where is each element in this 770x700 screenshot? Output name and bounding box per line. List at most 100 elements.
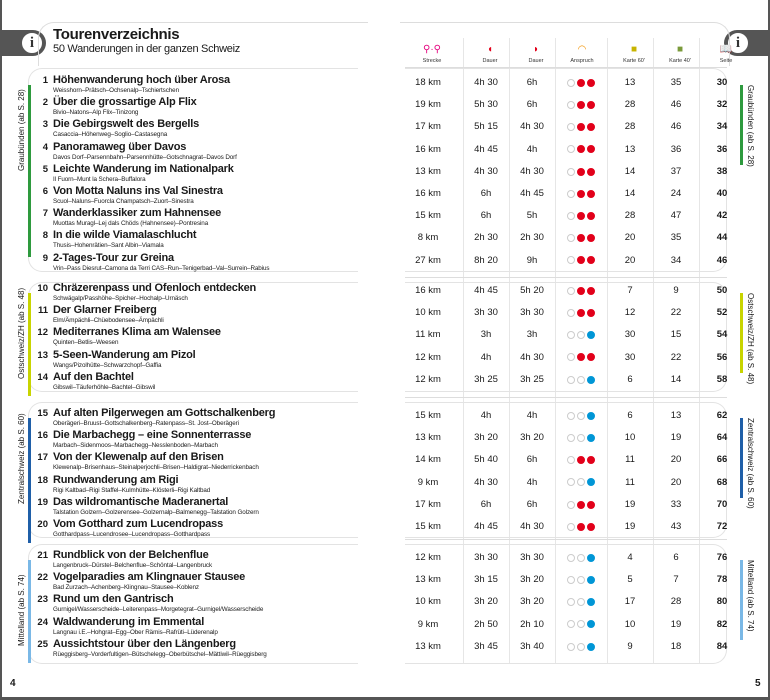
- cell-duration-backward: 3h: [526, 329, 538, 341]
- cell-duration-backward: 5h 20: [520, 285, 544, 296]
- tour-number: 15: [37, 408, 48, 419]
- difficulty-dot-filled: [587, 456, 595, 465]
- cell-map-40: 20: [670, 454, 682, 466]
- cell-map-60: 20: [624, 232, 636, 244]
- cell-map-60: 10: [624, 432, 636, 444]
- cell-page: 42: [716, 210, 728, 222]
- difficulty-dot-empty: [567, 433, 575, 442]
- tour-row[interactable]: 7 Wanderklassiker zum Hahnensee Muottas Mu…: [0, 207, 330, 230]
- column-header-1: ◖ Dauer: [467, 44, 513, 64]
- tour-row[interactable]: 17 Von der Klewenalp auf den Brisen Klewen…: [0, 451, 330, 474]
- tour-title: Vom Gotthard zum Lucendropass: [53, 518, 224, 530]
- difficulty-dot-empty: [567, 500, 575, 509]
- tour-row[interactable]: 4 Panoramaweg über Davos Davos Dorf–Parsen…: [0, 141, 330, 164]
- tour-row[interactable]: 14 Auf den Bachtel Gibswil–Täuferhöhle–Bac…: [0, 371, 330, 394]
- difficulty-dot-empty: [567, 211, 575, 220]
- cell-distance: 27 km: [415, 254, 441, 266]
- tour-row[interactable]: 18 Rundwanderung am Rigi Rigi Kaltbad–Rigi…: [0, 474, 330, 497]
- cell-map-60: 6: [627, 410, 633, 421]
- tour-row[interactable]: 16 Die Marbachegg – eine Sonnenterrasse Ma…: [0, 429, 330, 452]
- column-header-label: Strecke: [422, 58, 442, 64]
- cell-page: 44: [716, 232, 728, 244]
- tour-row[interactable]: 19 Das wildromantische Maderanertal Talsta…: [0, 496, 330, 519]
- tour-number: 20: [37, 519, 48, 530]
- tour-route: Casaccia–Höhenweg–Soglio–Castasegna: [53, 131, 168, 139]
- tour-row[interactable]: 12 Mediterranes Klima am Walensee Quinten–…: [0, 326, 330, 349]
- cell-distance: 17 km: [415, 121, 441, 133]
- tour-number: 6: [42, 186, 48, 197]
- cell-map-60: 6: [627, 373, 633, 385]
- section-box-right: [405, 402, 727, 538]
- difficulty-dot-empty: [567, 286, 575, 295]
- cell-distance: 16 km: [415, 285, 441, 296]
- tour-row[interactable]: 8 In die wilde Viamalaschlucht Thusis–Hohe…: [0, 229, 330, 252]
- tour-title: Auf alten Pilgerwegen am Gottschalkenber…: [53, 407, 276, 419]
- difficulty-dot-filled: [577, 308, 585, 317]
- tour-route: Schwägalp/Passhöhe–Spicher–Hochalp–Urnäs…: [53, 295, 188, 302]
- difficulty-rating: [558, 285, 604, 297]
- difficulty-dot-empty: [567, 411, 575, 420]
- cell-map-60: 13: [624, 143, 636, 155]
- difficulty-dot-filled: [577, 145, 585, 154]
- tour-row[interactable]: 22 Vogelparadies am Klingnauer Stausee Bad…: [0, 571, 330, 594]
- cell-duration-forward: 6h: [480, 188, 492, 199]
- cell-page: 70: [716, 498, 728, 510]
- cell-duration-backward: 5h: [526, 210, 538, 222]
- cell-duration-backward: 2h 30: [520, 232, 544, 244]
- tour-number: 10: [37, 283, 48, 294]
- difficulty-rating: [558, 99, 604, 111]
- difficulty-dot-filled: [587, 100, 595, 109]
- cell-page: 46: [716, 254, 728, 266]
- tour-row[interactable]: 13 5-Seen-Wanderung am Pizol Wangs/Pizolhü…: [0, 349, 330, 372]
- tour-row[interactable]: 2 Über die grossartige Alp Flix Bivio–Nato…: [0, 96, 330, 119]
- cell-page: 32: [716, 99, 728, 111]
- cell-duration-backward: 6h: [526, 77, 538, 88]
- difficulty-dot-empty: [567, 575, 575, 584]
- difficulty-dot-filled: [577, 78, 585, 87]
- column-header-0: ⚲·⚲ Strecke: [409, 44, 455, 64]
- tour-title: Waldwanderung im Emmental: [53, 615, 205, 628]
- tour-row[interactable]: 11 Der Glarner Freiberg Elm/Ämpächli–Chüeb…: [0, 304, 330, 327]
- tour-row[interactable]: 3 Die Gebirgswelt des Bergells Casaccia–Hö…: [0, 118, 330, 141]
- tour-route: Klewenalp–Brisenhaus–Steinalperjochli–Br…: [53, 464, 259, 472]
- tour-row[interactable]: 1 Höhenwanderung hoch über Arosa Weisshorn…: [0, 74, 330, 97]
- tour-title: Die Marbachegg – eine Sonnenterrasse: [53, 429, 252, 442]
- tour-title: Der Glarner Freiberg: [53, 304, 157, 317]
- tour-route: Bivio–Natons–Alp Flix–Tinizong: [53, 109, 139, 117]
- cell-map-60: 28: [624, 210, 636, 222]
- tour-row[interactable]: 9 2-Tages-Tour zur Greina Vrin–Pass Diesru…: [0, 252, 330, 275]
- tour-number: 5: [42, 163, 48, 175]
- difficulty-dot-filled: [577, 100, 585, 109]
- cell-map-40: 46: [670, 121, 682, 133]
- tour-row[interactable]: 23 Rund um den Gantrisch Gurnigel/Wassersc…: [0, 593, 330, 616]
- difficulty-dot-filled: [577, 353, 585, 362]
- cell-distance: 15 km: [415, 210, 441, 222]
- map-icon: ■: [630, 44, 638, 55]
- tour-number: 8: [42, 230, 48, 242]
- cell-distance: 12 km: [415, 552, 441, 563]
- tour-row[interactable]: 5 Leichte Wanderung im Nationalpark Il Fuo…: [0, 163, 330, 186]
- difficulty-dot-filled: [577, 456, 585, 465]
- cell-map-40: 9: [673, 285, 679, 296]
- difficulty-rating: [558, 352, 604, 364]
- tour-row[interactable]: 10 Chräzerenpass und Ofenloch entdecken Sc…: [0, 282, 330, 305]
- tour-title: Von Motta Naluns ins Val Sinestra: [53, 185, 223, 197]
- cell-distance: 13 km: [415, 574, 441, 586]
- tour-row[interactable]: 15 Auf alten Pilgerwegen am Gottschalkenb…: [0, 407, 330, 430]
- cell-distance: 10 km: [415, 596, 441, 608]
- tour-route: Rigi Kaltbad–Rigi Staffel–Kulmhütte–Klös…: [53, 486, 211, 494]
- tour-row[interactable]: 24 Waldwanderung im Emmental Langnau i.E.–…: [0, 615, 330, 639]
- cell-map-40: 35: [670, 232, 682, 244]
- cell-page: 62: [716, 410, 728, 421]
- cell-duration-forward: 3h 30: [474, 307, 498, 319]
- cell-duration-forward: 8h 20: [474, 254, 498, 266]
- tour-row[interactable]: 20 Vom Gotthard zum Lucendropass Gotthardp…: [0, 518, 330, 541]
- difficulty-dot-filled: [587, 433, 595, 442]
- cell-map-60: 17: [624, 596, 636, 608]
- tour-row[interactable]: 25 Aussichtstour über den Längenberg Rüegg…: [0, 638, 330, 661]
- tour-row[interactable]: 6 Von Motta Naluns ins Val Sinestra Scuol–…: [0, 185, 330, 208]
- tour-row[interactable]: 21 Rundblick von der Belchenflue Langenbru…: [0, 549, 330, 572]
- tour-number: 18: [37, 474, 48, 486]
- tour-route: Talstation Golzern–Golzerensee–Golzernal…: [53, 508, 259, 516]
